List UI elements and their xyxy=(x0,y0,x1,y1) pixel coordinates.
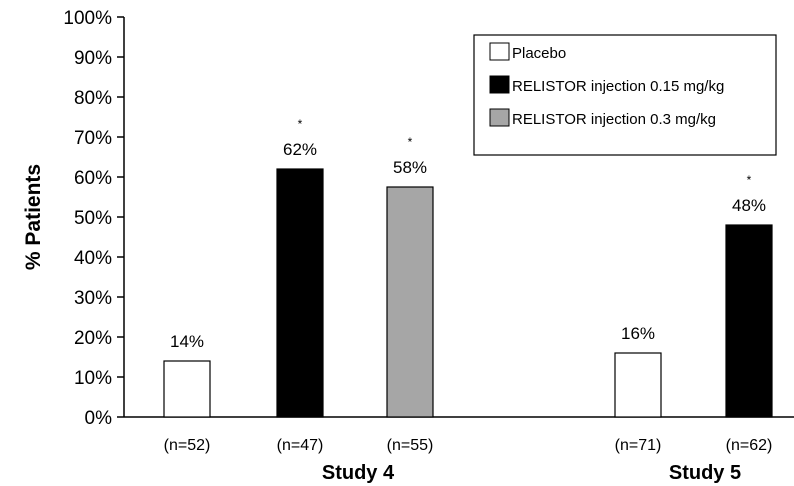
y-tick-label: 40% xyxy=(74,248,112,269)
bar xyxy=(386,186,434,418)
bar xyxy=(163,360,211,418)
bar xyxy=(276,168,324,418)
y-tick-label: 80% xyxy=(74,88,112,109)
sample-size-label: (n=55) xyxy=(387,437,434,454)
bar-value-label: 62% xyxy=(283,140,317,159)
legend-swatch xyxy=(489,42,510,61)
y-tick-label: 30% xyxy=(74,288,112,309)
y-tick-label: 100% xyxy=(63,8,112,29)
y-tick-label: 90% xyxy=(74,48,112,69)
legend-swatch xyxy=(489,75,510,94)
bar-value-label: 58% xyxy=(393,158,427,177)
legend-label: Placebo xyxy=(512,45,566,62)
significance-marker: * xyxy=(747,173,752,187)
significance-marker: * xyxy=(298,117,303,131)
bar xyxy=(725,224,773,418)
axes: 0% 10% 20% 30% 40% 50% 60% 70% 80% 90% 100% % Patie… xyxy=(22,8,794,429)
y-tick-label: 50% xyxy=(74,208,112,229)
legend-label: RELISTOR injection 0.15 mg/kg xyxy=(512,78,724,95)
bar xyxy=(614,352,662,418)
significance-marker: * xyxy=(408,135,413,149)
sample-size-label: (n=47) xyxy=(277,437,324,454)
sample-size-label: (n=71) xyxy=(615,437,662,454)
legend-box xyxy=(473,34,777,156)
y-tick-label: 70% xyxy=(74,128,112,149)
y-tick-label: 20% xyxy=(74,328,112,349)
bar-value-label: 14% xyxy=(170,332,204,351)
bar-value-label: 48% xyxy=(732,196,766,215)
legend-swatch xyxy=(489,108,510,127)
y-tick-label: 0% xyxy=(85,408,113,429)
sample-size-label: (n=62) xyxy=(726,437,773,454)
bars xyxy=(163,168,773,418)
legend: Placebo RELISTOR injection 0.15 mg/kg RELI… xyxy=(473,34,777,156)
y-tick-label: 10% xyxy=(74,368,112,389)
sample-size-label: (n=52) xyxy=(164,437,211,454)
labels: 14% (n=52) 62% * (n=47) 58% * (n=55) 16% (n=71) 48… xyxy=(164,117,773,484)
bar-value-label: 16% xyxy=(621,324,655,343)
group-label: Study 4 xyxy=(322,462,395,484)
legend-label: RELISTOR injection 0.3 mg/kg xyxy=(512,111,716,128)
y-tick-label: 60% xyxy=(74,168,112,189)
y-axis-title: % Patients xyxy=(22,164,45,270)
group-label: Study 5 xyxy=(669,462,741,484)
